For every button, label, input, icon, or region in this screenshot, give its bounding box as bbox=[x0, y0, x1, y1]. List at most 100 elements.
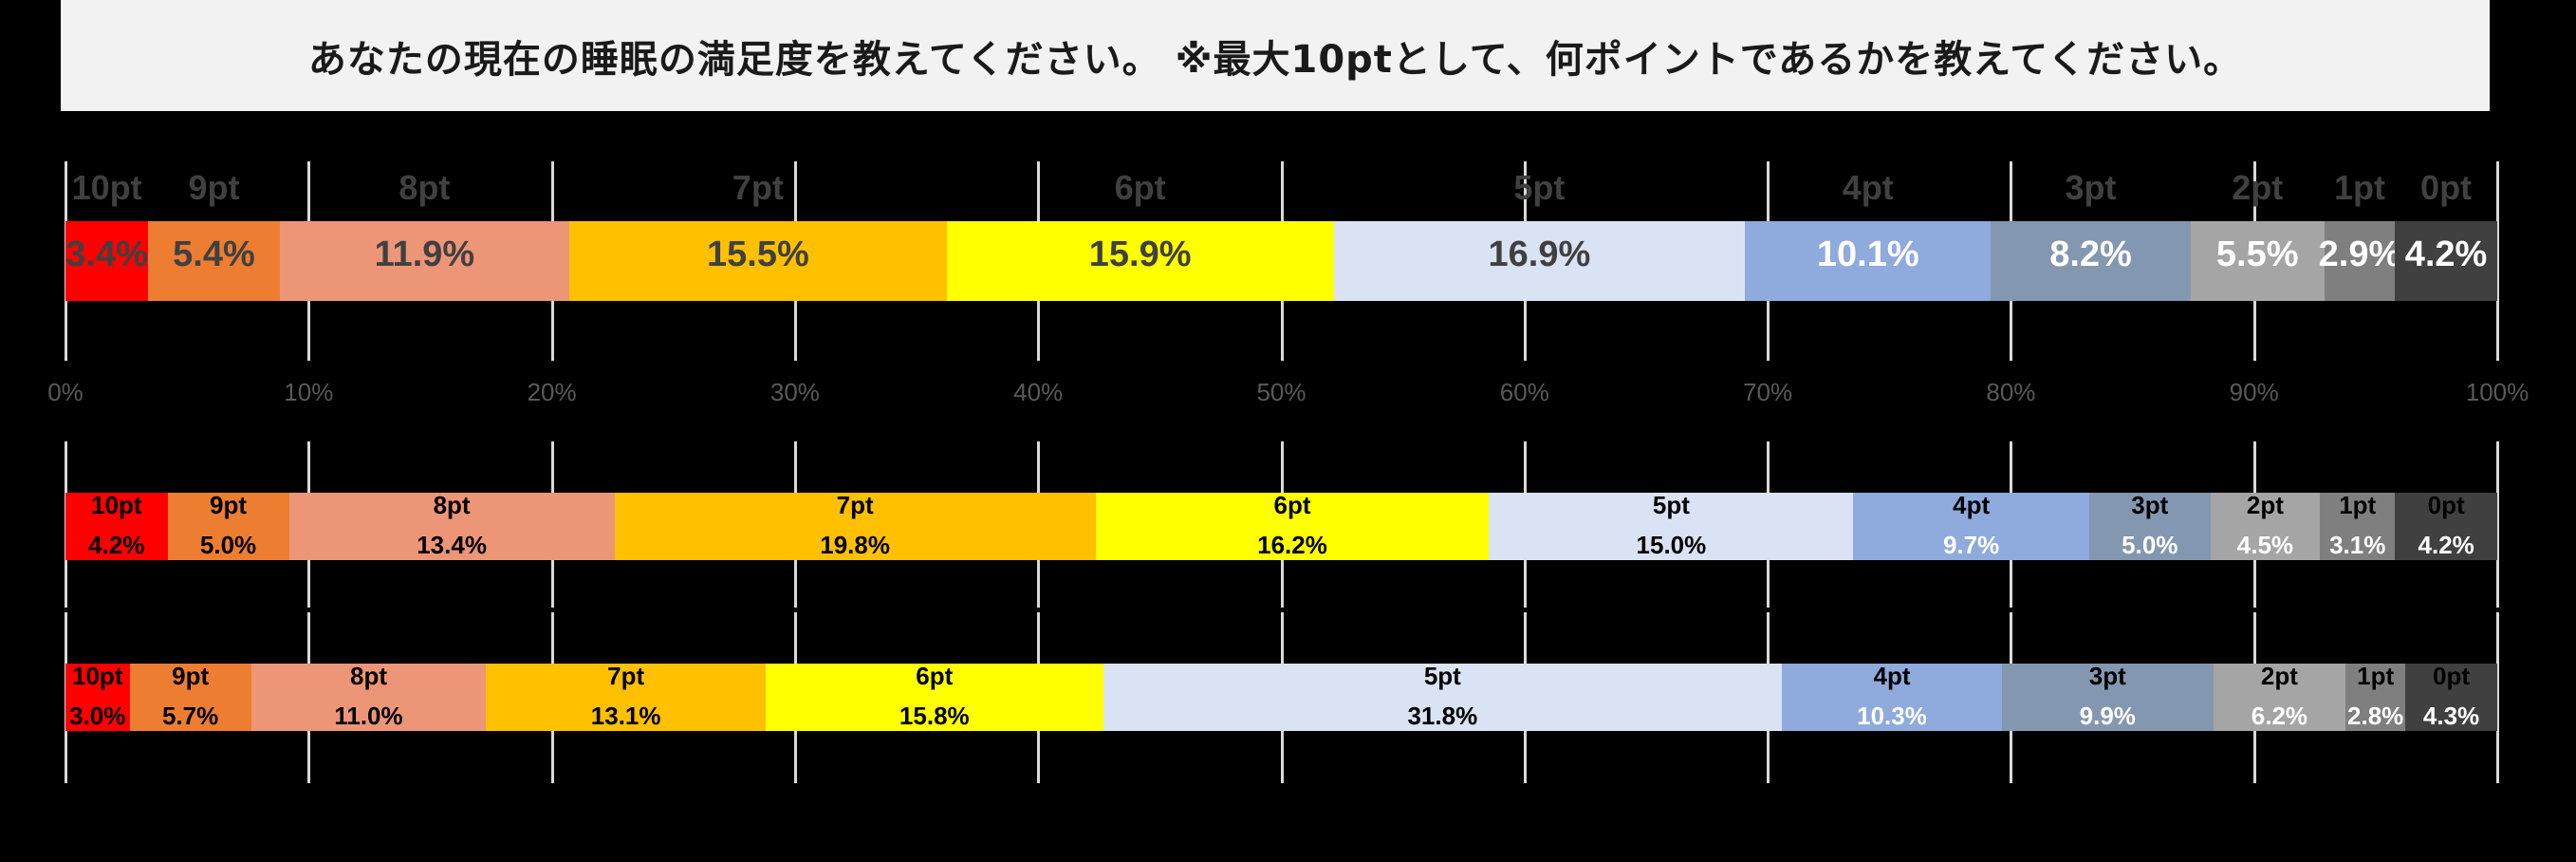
segment-value-label: 11.9% bbox=[374, 234, 475, 274]
x-axis-tick-label: 90% bbox=[2229, 378, 2279, 406]
segment-category-label: 7pt bbox=[836, 491, 874, 519]
segment-category-label: 8pt bbox=[433, 491, 471, 519]
x-axis-tick-label: 80% bbox=[1986, 378, 2036, 406]
segment-value-label: 8.2% bbox=[2049, 234, 2132, 274]
segment-value-label: 10.1% bbox=[1816, 234, 1919, 274]
segment-category-label: 6pt bbox=[1273, 491, 1311, 519]
bar-segment-9pt: 9pt 5.0% bbox=[167, 491, 289, 560]
bar-segment-0pt: 0pt 4.2% bbox=[2395, 491, 2497, 560]
segment-category-label: 1pt bbox=[2357, 662, 2395, 690]
segment-category-label: 4pt bbox=[1873, 662, 1911, 690]
bar-segment-3pt: 3pt 5.0% bbox=[2088, 491, 2211, 560]
bar-segment-7pt: 7pt 15.5% bbox=[569, 168, 947, 301]
segment-value-label: 6.2% bbox=[2251, 702, 2308, 730]
bar-segment-10pt: 10pt 3.0% bbox=[65, 662, 130, 731]
segment-value-label: 4.2% bbox=[88, 531, 145, 559]
segment-category-label: 10pt bbox=[71, 168, 142, 207]
segment-category-label: 6pt bbox=[916, 662, 954, 690]
segment-value-label: 15.0% bbox=[1636, 531, 1707, 559]
bar-segment-7pt: 7pt 13.1% bbox=[486, 662, 767, 731]
segment-value-label: 31.8% bbox=[1407, 702, 1478, 730]
segment-value-label: 16.2% bbox=[1257, 531, 1327, 559]
segment-value-label: 2.9% bbox=[2318, 234, 2401, 274]
segment-value-label: 5.7% bbox=[161, 702, 219, 730]
segment-value-label: 4.2% bbox=[2418, 531, 2474, 559]
chart-title-box: あなたの現在の睡眠の満足度を教えてください。 ※最大10ptとして、何ポイントで… bbox=[61, 0, 2490, 111]
bar-segment-10pt: 10pt 3.4% bbox=[65, 168, 149, 301]
segment-value-label: 15.9% bbox=[1088, 234, 1192, 274]
bar-segment-5pt: 5pt 15.0% bbox=[1489, 491, 1854, 560]
bar-segment-9pt: 9pt 5.4% bbox=[148, 168, 280, 301]
bar-segment-9pt: 9pt 5.7% bbox=[129, 662, 251, 731]
segment-category-label: 8pt bbox=[350, 662, 387, 690]
bar-segment-1pt: 1pt 3.1% bbox=[2320, 491, 2396, 560]
x-axis-tick-label: 40% bbox=[1013, 378, 1064, 406]
segment-category-label: 8pt bbox=[398, 168, 451, 207]
segment-category-label: 9pt bbox=[188, 168, 240, 207]
bar-segment-3pt: 3pt 9.9% bbox=[2001, 662, 2214, 731]
bar-segment-7pt: 7pt 19.8% bbox=[614, 491, 1096, 560]
x-axis-tick-label: 100% bbox=[2465, 378, 2530, 406]
bar-segment-1pt: 1pt 2.8% bbox=[2345, 662, 2406, 731]
x-axis-tick-label: 20% bbox=[527, 378, 577, 406]
segment-value-label: 4.3% bbox=[2422, 702, 2480, 730]
segment-value-label: 5.4% bbox=[173, 234, 255, 274]
segment-category-label: 7pt bbox=[607, 662, 645, 690]
bar-segment-8pt: 8pt 11.9% bbox=[279, 168, 570, 301]
segment-value-label: 13.1% bbox=[590, 702, 661, 730]
segment-category-label: 1pt bbox=[2333, 168, 2385, 207]
segment-category-label: 7pt bbox=[732, 168, 784, 207]
segment-value-label: 3.4% bbox=[65, 234, 148, 274]
segment-value-label: 3.1% bbox=[2329, 531, 2386, 559]
segment-value-label: 5.5% bbox=[2215, 234, 2299, 274]
segment-value-label: 19.8% bbox=[820, 531, 890, 559]
segment-value-label: 2.8% bbox=[2347, 702, 2404, 730]
segment-value-label: 9.7% bbox=[1942, 531, 2000, 559]
chart-title: あなたの現在の睡眠の満足度を教えてください。 ※最大10ptとして、何ポイントで… bbox=[307, 37, 2243, 82]
x-axis-tick-label: 10% bbox=[284, 378, 334, 406]
segment-value-label: 9.9% bbox=[2079, 702, 2136, 730]
segment-category-label: 9pt bbox=[172, 662, 210, 690]
segment-category-label: 5pt bbox=[1652, 491, 1690, 519]
bar-segment-8pt: 8pt 13.4% bbox=[288, 491, 615, 560]
segment-category-label: 0pt bbox=[2420, 168, 2473, 207]
segment-value-label: 11.0% bbox=[334, 702, 403, 730]
segment-category-label: 9pt bbox=[210, 491, 248, 519]
bar-segment-2pt: 2pt 6.2% bbox=[2213, 662, 2346, 731]
segment-category-label: 2pt bbox=[2232, 168, 2284, 207]
segment-category-label: 1pt bbox=[2339, 491, 2377, 519]
segment-value-label: 4.5% bbox=[2236, 531, 2294, 559]
x-axis-tick-label: 70% bbox=[1743, 378, 1793, 406]
bar-row-1: 10pt 3.4% 9pt 5.4% 8pt 11.9% 7pt 15.5% 6pt 15.9% 5… bbox=[65, 168, 2497, 301]
bar-segment-3pt: 3pt 8.2% bbox=[1991, 168, 2191, 301]
segment-category-label: 0pt bbox=[2427, 491, 2465, 519]
segment-category-label: 3pt bbox=[2131, 491, 2169, 519]
segment-category-label: 6pt bbox=[1114, 168, 1166, 207]
bar-segment-2pt: 2pt 5.5% bbox=[2190, 168, 2325, 301]
segment-category-label: 5pt bbox=[1513, 168, 1566, 207]
segment-category-label: 2pt bbox=[2260, 662, 2298, 690]
segment-value-label: 15.8% bbox=[899, 702, 970, 730]
bar-segment-10pt: 10pt 4.2% bbox=[65, 491, 168, 560]
segment-value-label: 16.9% bbox=[1488, 234, 1591, 274]
bar-segment-4pt: 4pt 10.3% bbox=[1782, 662, 2002, 731]
segment-category-label: 4pt bbox=[1953, 491, 1991, 519]
segment-value-label: 10.3% bbox=[1857, 702, 1927, 730]
bar-segment-8pt: 8pt 11.0% bbox=[250, 662, 487, 731]
segment-value-label: 4.2% bbox=[2404, 234, 2488, 274]
bar-segment-4pt: 4pt 9.7% bbox=[1853, 491, 2089, 560]
bar-segment-0pt: 0pt 4.3% bbox=[2405, 662, 2497, 731]
segment-category-label: 10pt bbox=[91, 491, 142, 519]
segment-value-label: 5.0% bbox=[2122, 531, 2178, 559]
segment-category-label: 3pt bbox=[2065, 168, 2117, 207]
segment-category-label: 4pt bbox=[1842, 168, 1894, 207]
bar-row-2: 10pt 4.2% 9pt 5.0% 8pt 13.4% 7pt 19.8% 6pt 16.2% 5… bbox=[65, 491, 2497, 560]
segment-value-label: 15.5% bbox=[707, 234, 809, 274]
x-axis-tick-label: 50% bbox=[1256, 378, 1307, 406]
x-axis-tick-label: 0% bbox=[47, 378, 83, 406]
segment-category-label: 3pt bbox=[2088, 662, 2126, 690]
segment-category-label: 2pt bbox=[2246, 491, 2284, 519]
bar-segment-2pt: 2pt 4.5% bbox=[2210, 491, 2321, 560]
segment-category-label: 10pt bbox=[72, 662, 123, 690]
